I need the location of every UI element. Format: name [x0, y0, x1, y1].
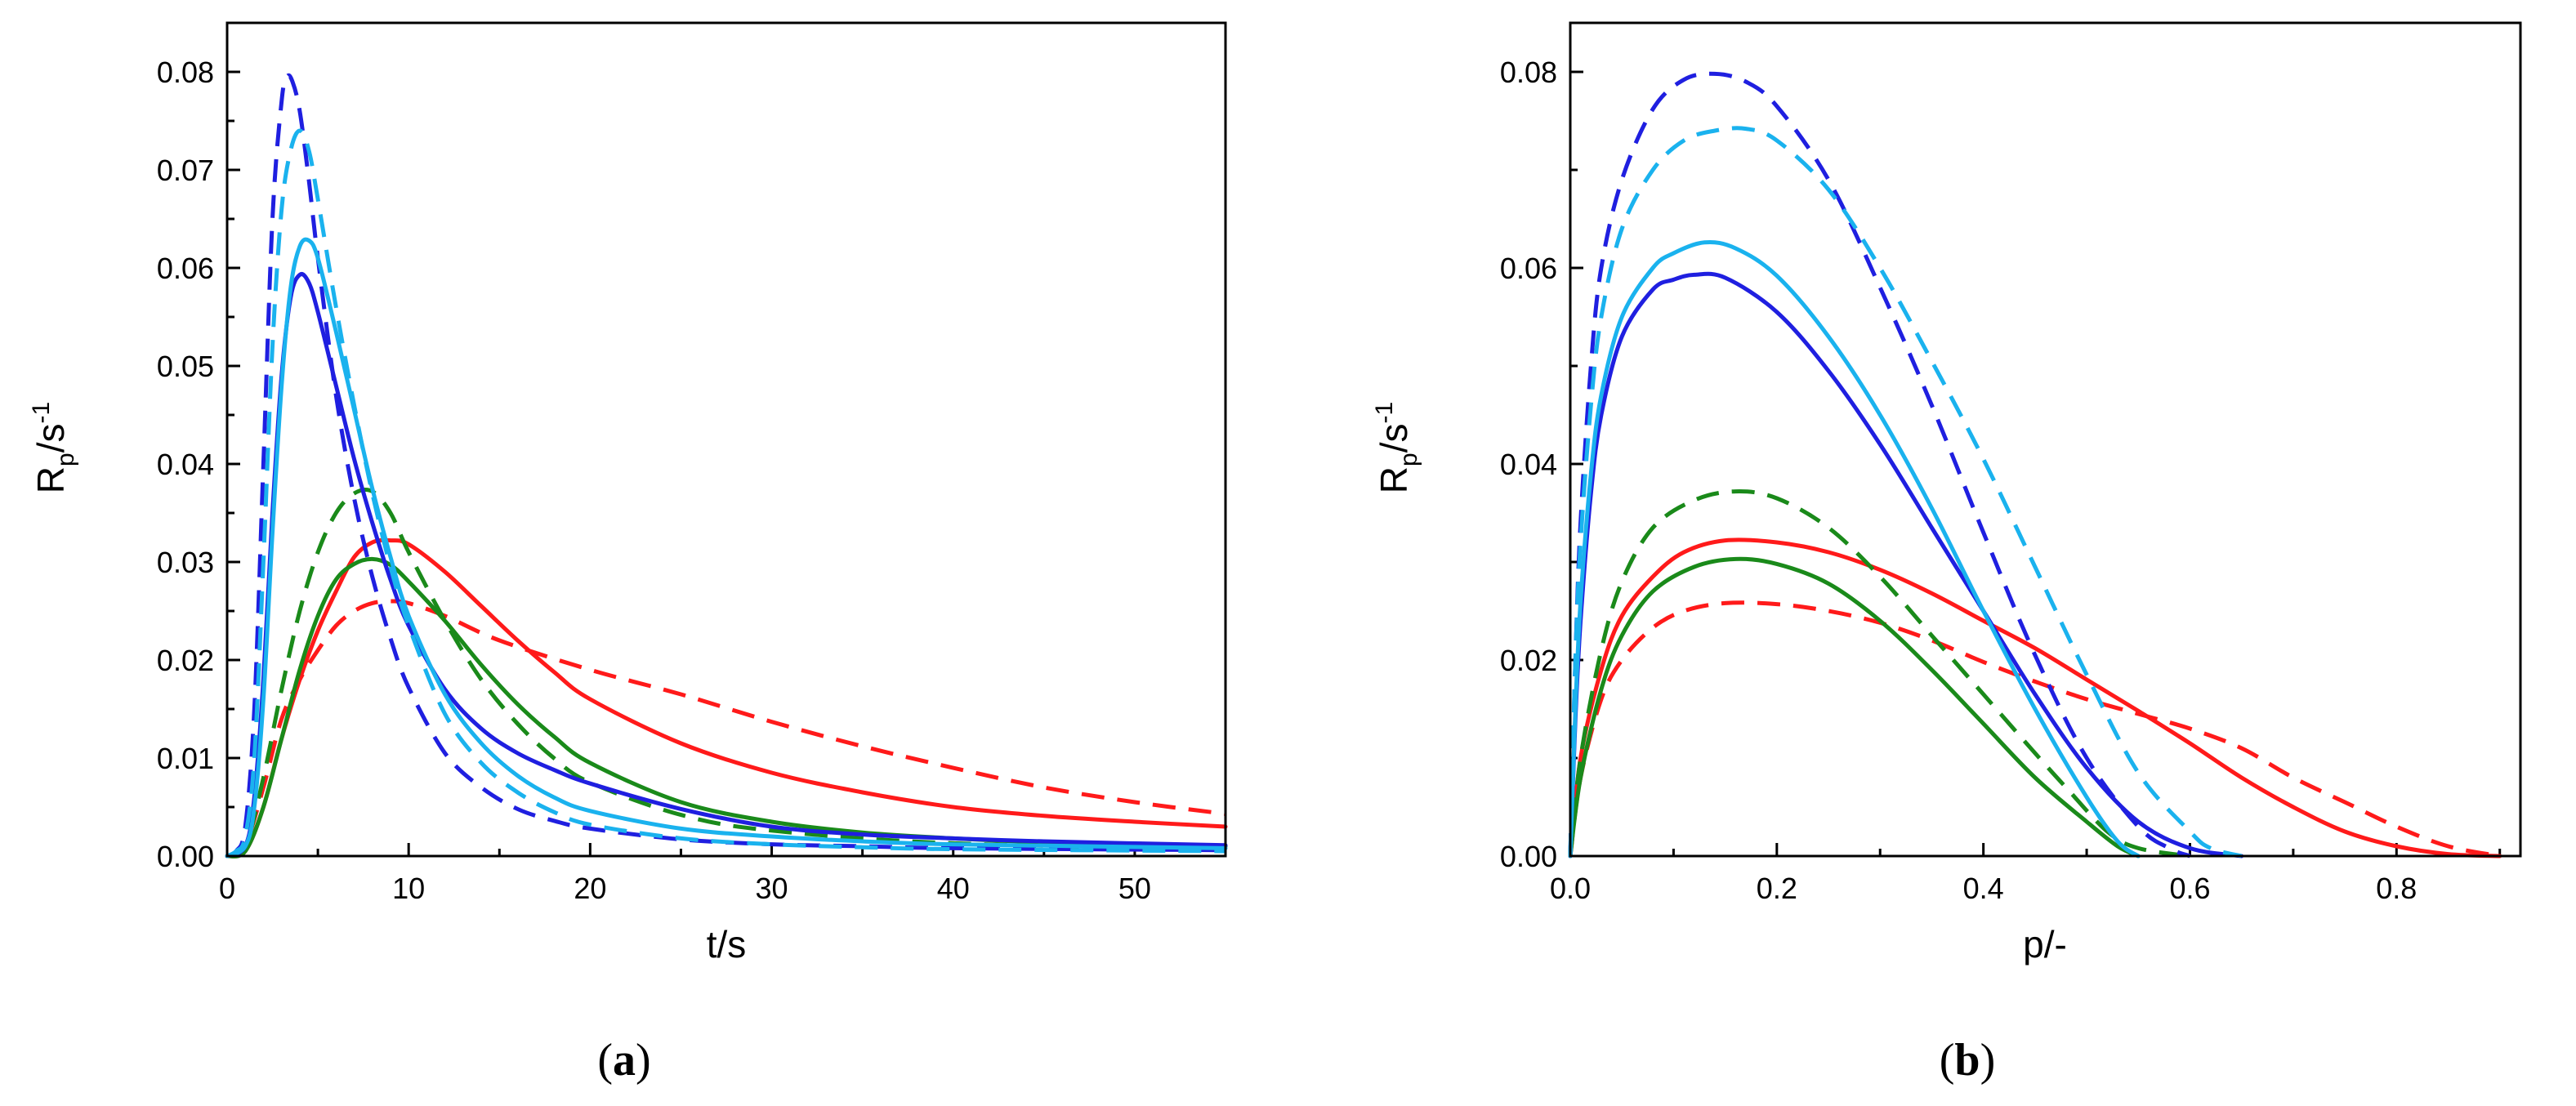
panel-b-series-red-dashed — [1568, 600, 2501, 858]
panel-b-xlabel: p/- — [2023, 923, 2067, 966]
panel-b-ylabel: Rp/s-1 — [1371, 402, 1422, 493]
panel-a-xtick-label: 20 — [574, 872, 606, 905]
panel-a-series-red-dashed — [225, 599, 1226, 858]
panel-b-xtick-label: 0.2 — [1757, 872, 1797, 905]
panel-a-xlabel: t/s — [707, 923, 747, 966]
panel-a-series-light-blue-solid — [225, 237, 1228, 858]
panel-b-ytick-label: 0.00 — [1500, 840, 1557, 873]
panel-b-caption: (b) — [1940, 1035, 1995, 1086]
panel-b-series-blue-dashed — [1568, 71, 2191, 858]
panel-b-xtick-label: 0.8 — [2376, 872, 2417, 905]
panel-a-series-red-solid — [225, 537, 1228, 858]
panel-a-ylabel: Rp/s-1 — [28, 402, 79, 493]
panel-b-ytick-label: 0.06 — [1500, 252, 1557, 285]
panel-a-ytick-label: 0.08 — [157, 56, 214, 89]
panel-a-frame — [225, 21, 1227, 858]
panel-a-ytick-label: 0.02 — [157, 644, 214, 677]
panel-a-series-blue-solid — [225, 272, 1228, 858]
panel-b-series-red-solid — [1568, 537, 2502, 858]
panel-a-ytick-label: 0.06 — [157, 252, 214, 285]
panel-a-ytick-label: 0.01 — [157, 742, 214, 775]
panel-a-ytick-label: 0.00 — [157, 840, 214, 873]
panel-b-xtick-label: 0.0 — [1550, 872, 1591, 905]
panel-a-xtick-label: 0 — [219, 872, 235, 905]
panel-b-series-green-dashed — [1568, 489, 2190, 858]
panel-b-series-light-blue-solid — [1568, 240, 2141, 858]
panel-a-series-light-blue-dashed — [225, 128, 1226, 858]
panel-a-caption: (a) — [597, 1035, 650, 1086]
panel-b: 0.0 0.2 0.4 0.6 0.80.000.020.040.060.08 p/- … — [1371, 21, 2522, 1086]
panel-a-series — [225, 73, 1228, 858]
panel-b-ticks: 0.0 0.2 0.4 0.6 0.8 0.00 0.02 0.04 0.06 0.08 — [1500, 56, 2502, 905]
panel-a-series-blue-dashed — [225, 73, 1226, 858]
panel-b-series-light-blue-dashed — [1568, 126, 2243, 858]
panel-b-series-blue-solid — [1568, 271, 2244, 858]
panel-a-ytick-label: 0.04 — [157, 448, 214, 481]
panel-a-ytick-label: 0.07 — [157, 154, 214, 187]
panel-b-series — [1568, 71, 2502, 858]
panel-a-ytick-label: 0.05 — [157, 350, 214, 383]
panel-a-series-green-dashed — [225, 487, 1226, 858]
panel-b-frame — [1569, 21, 2522, 858]
panel-a-xtick-label: 30 — [756, 872, 788, 905]
panel-a-ytick-label: 0.03 — [157, 546, 214, 579]
panel-a: 0 10 20 30 40 50 0.00 0.01 0.02 0.03 0.04 0.05 0.06 0… — [28, 21, 1228, 1086]
panel-a-xtick-label: 10 — [392, 872, 425, 905]
panel-b-ytick-label: 0.08 — [1500, 56, 1557, 89]
panel-a-xtick-label: 40 — [937, 872, 970, 905]
panel-b-ytick-label: 0.04 — [1500, 448, 1557, 481]
panel-a-ticks: 0 10 20 30 40 50 0.00 0.01 0.02 0.03 0.04 0.05 0.06 0… — [157, 21, 1227, 905]
panel-b-xtick-label: 0.4 — [1963, 872, 2004, 905]
panel-a-xtick-label: 50 — [1118, 872, 1151, 905]
panel-b-series-green-solid — [1568, 556, 2141, 858]
panel-b-ytick-label: 0.02 — [1500, 644, 1557, 677]
panel-b-xtick-label: 0.6 — [2169, 872, 2210, 905]
